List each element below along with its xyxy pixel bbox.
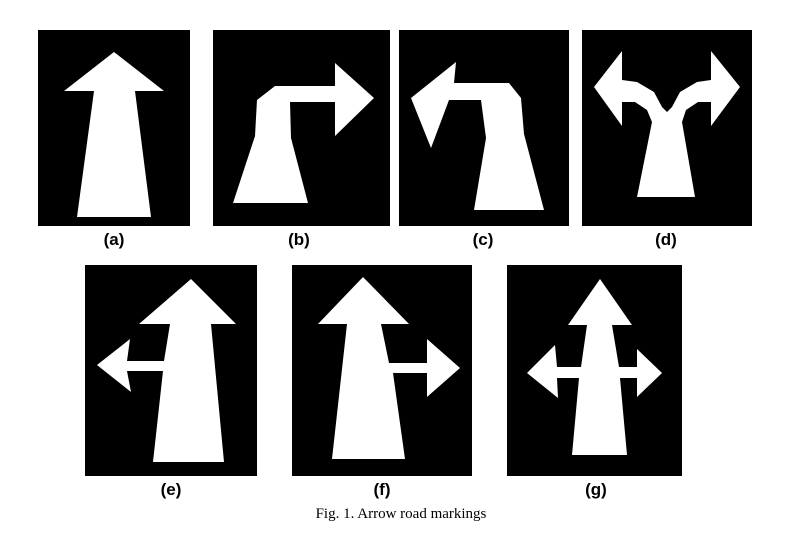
panel-label-b: (b) bbox=[288, 230, 310, 249]
straight-arrow-icon bbox=[64, 52, 164, 217]
straight-left-arrow-icon bbox=[97, 279, 236, 462]
panel-e bbox=[85, 265, 257, 476]
panel-label-a: (a) bbox=[103, 230, 125, 249]
panel-label-c: (c) bbox=[472, 230, 494, 249]
straight-left-right-arrow-icon bbox=[527, 279, 662, 455]
panel-label-d: (d) bbox=[655, 230, 677, 249]
panel-b bbox=[213, 30, 390, 226]
figure-caption: Fig. 1. Arrow road markings bbox=[315, 506, 487, 522]
straight-right-arrow-icon bbox=[318, 277, 460, 459]
panel-label-e: (e) bbox=[160, 480, 182, 499]
turn-left-arrow-icon bbox=[411, 62, 544, 210]
panel-g bbox=[507, 265, 682, 476]
panel-label-g: (g) bbox=[585, 480, 607, 499]
panel-f bbox=[292, 265, 472, 476]
panel-d bbox=[582, 30, 752, 226]
left-right-fork-arrow-icon bbox=[594, 51, 740, 197]
panel-label-f: (f) bbox=[373, 480, 391, 499]
panel-a bbox=[38, 30, 190, 226]
turn-right-arrow-icon bbox=[233, 63, 374, 203]
panel-c bbox=[399, 30, 569, 226]
